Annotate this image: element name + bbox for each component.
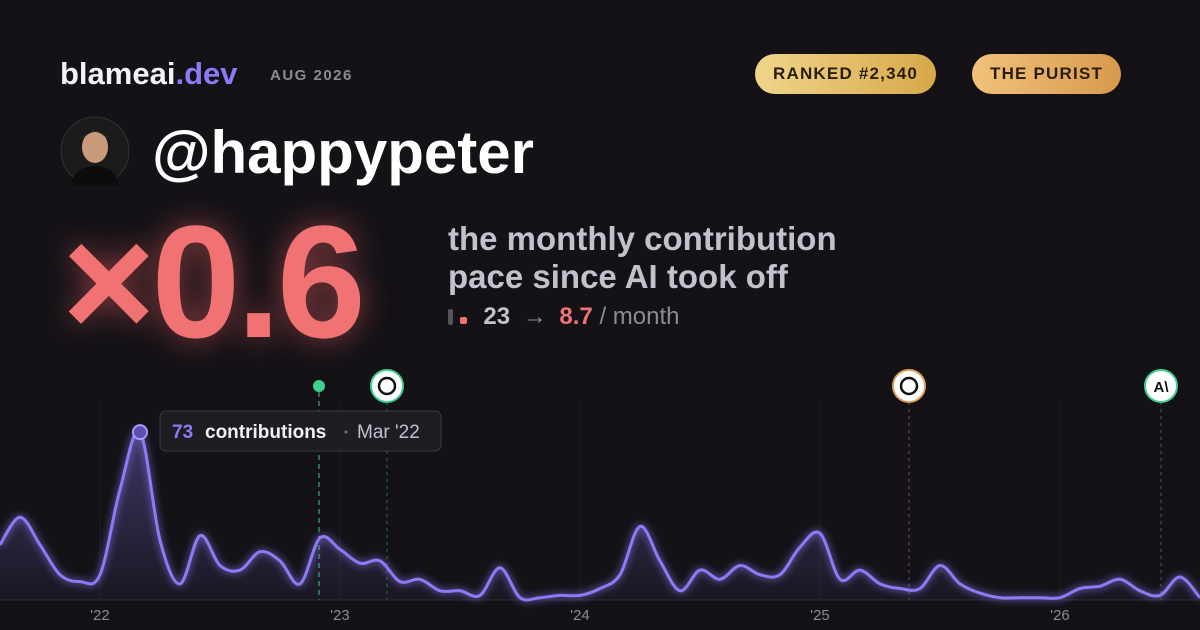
brand: blameai.dev	[60, 56, 237, 92]
svg-text:A\: A\	[1154, 379, 1170, 396]
multiplier: ×0.6	[62, 192, 366, 371]
pace-before: 23	[483, 303, 511, 330]
brand-name: blameai	[60, 56, 176, 91]
tooltip-label: contributions	[205, 422, 326, 443]
title-badge: THE PURIST	[972, 54, 1122, 94]
arrow: →	[522, 303, 547, 330]
event-icons: A\	[370, 369, 1178, 600]
area	[0, 431, 1200, 601]
x-tick-label: '22	[90, 607, 110, 624]
x-tick-label: '24	[570, 607, 590, 624]
x-tick-label: '23	[330, 607, 350, 624]
avatar	[60, 116, 130, 186]
unit: / month	[599, 303, 680, 330]
rank-badge: RANKED #2,340	[755, 54, 937, 94]
line	[0, 429, 1200, 602]
tooltip-date: Mar '22	[357, 422, 420, 443]
tooltip: 73 contributions Mar '22	[159, 410, 442, 452]
tooltip-sep	[344, 430, 348, 434]
brand-tld: .dev	[175, 56, 238, 91]
peak-marker	[132, 424, 148, 441]
report-date: AUG 2026	[270, 67, 353, 84]
pace-change: 23 → 8.7 / month	[448, 303, 679, 331]
x-tick-label: '25	[810, 607, 830, 624]
handle: @happypeter	[152, 119, 534, 186]
pace-after: 8.7	[559, 303, 593, 330]
caption: pace since AI took off	[448, 258, 788, 295]
caption: the monthly contribution	[448, 220, 837, 257]
x-tick-label: '26	[1050, 607, 1070, 624]
event-dot	[313, 380, 325, 392]
tooltip-value: 73	[172, 422, 193, 443]
tooltip-box	[159, 410, 442, 452]
